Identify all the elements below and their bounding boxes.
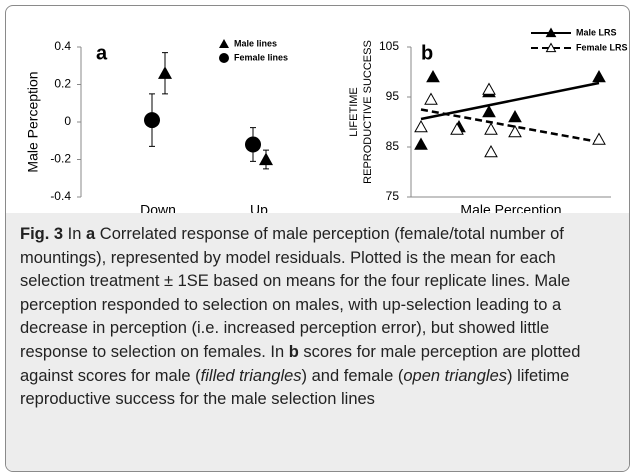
- point: [592, 132, 606, 145]
- y-tick-label: -0.4: [50, 189, 71, 203]
- figure: -0.4 -0.2 0 0.2 0.4 Male Perception a Down Up Mal…: [5, 5, 630, 472]
- point: [426, 69, 440, 83]
- caption-text: scores for male perception are plotted a…: [20, 342, 581, 385]
- y-tick-label: -0.2: [50, 152, 71, 166]
- point: [414, 119, 428, 133]
- caption-text: In: [63, 225, 87, 243]
- point: [484, 122, 498, 135]
- panel-label: b: [421, 42, 433, 64]
- charts: -0.4 -0.2 0 0.2 0.4 Male Perception a Down Up Mal…: [25, 27, 628, 213]
- caption-text: Fig. 3: [20, 225, 64, 243]
- trend-line: [420, 81, 600, 121]
- point: [245, 136, 261, 153]
- y-tick-label: 0.2: [54, 77, 71, 91]
- caption-text: Correlated response of male perception (…: [20, 225, 571, 361]
- point: [482, 82, 496, 95]
- y-tick-label: 95: [386, 89, 400, 103]
- point: [484, 144, 498, 158]
- point: [450, 122, 464, 135]
- point: [482, 104, 496, 118]
- point: [414, 137, 428, 150]
- point: [144, 112, 160, 129]
- point: [259, 152, 273, 166]
- panel-label: a: [96, 42, 108, 64]
- x-axis-label: Male Perception: [460, 202, 561, 213]
- point: [424, 92, 438, 105]
- trend-line: [420, 108, 600, 144]
- caption-text: filled triangles: [200, 366, 302, 385]
- y-tick-label: 85: [386, 139, 400, 153]
- caption: Fig. 3 In a Correlated response of male …: [6, 213, 629, 471]
- point: [158, 66, 172, 79]
- legend-label: Male LRS: [576, 27, 617, 37]
- caption-text: b: [288, 342, 299, 361]
- legend-label: Male lines: [234, 38, 277, 48]
- legend-marker: [545, 27, 557, 38]
- legend-marker: [219, 39, 229, 48]
- y-tick-label: 0.4: [54, 39, 71, 53]
- caption-text: a: [86, 225, 96, 243]
- x-tick-label: Down: [140, 202, 176, 213]
- y-axis-label: LIFETIME: [348, 87, 360, 137]
- caption-text: open triangles: [403, 366, 508, 385]
- point: [592, 69, 606, 83]
- y-axis-label: Male Perception: [25, 71, 41, 172]
- caption-text: ) and female (: [301, 366, 404, 385]
- legend-label: Female LRS: [576, 42, 628, 52]
- x-tick-label: Up: [250, 202, 268, 213]
- y-tick-label: 0: [64, 114, 71, 128]
- legend-marker: [545, 42, 557, 53]
- y-tick-label: 75: [386, 189, 400, 203]
- legend-label: Female lines: [234, 52, 288, 62]
- caption-text: ) lifetime reproductive success for the …: [20, 366, 570, 409]
- y-axis-label: REPRODUCTIVE SUCCESS: [362, 40, 374, 184]
- y-tick-label: 105: [379, 39, 399, 53]
- legend-marker: [219, 53, 229, 63]
- point: [508, 109, 522, 123]
- point: [508, 124, 522, 138]
